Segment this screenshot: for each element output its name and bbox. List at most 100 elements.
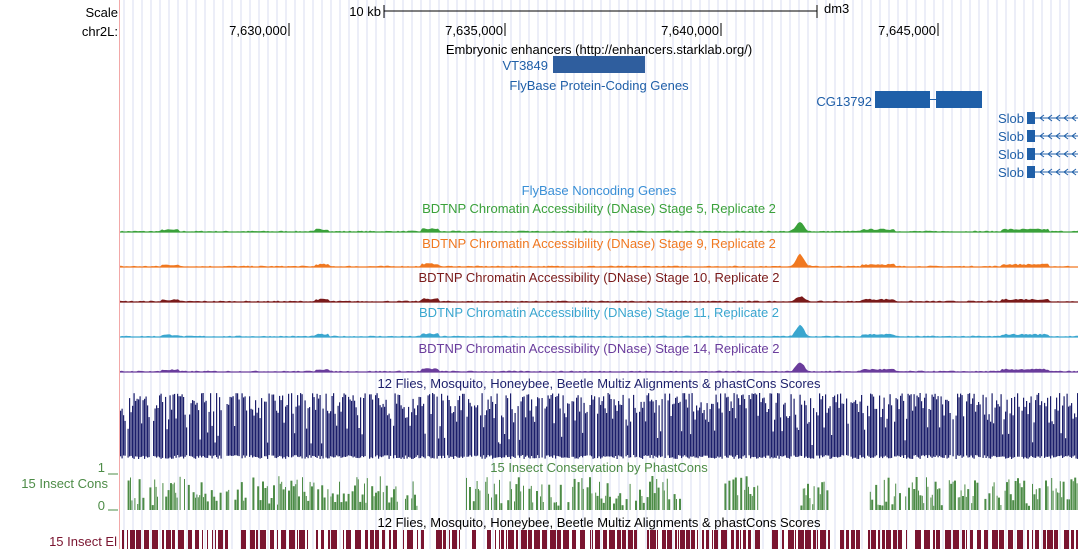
phastcons-bar (296, 479, 298, 510)
multiz-bar (972, 398, 974, 458)
enhancers-track-title[interactable]: Embryonic enhancers (http://enhancers.st… (445, 42, 753, 57)
phastcons-track-title[interactable]: 15 Insect Conservation by PhastCons (490, 460, 708, 475)
multiz-bar (196, 402, 198, 457)
multiz-bar (406, 417, 408, 459)
conserved-element (166, 530, 171, 549)
conserved-element (277, 530, 278, 549)
conserved-element (136, 530, 141, 549)
multiz-bar (205, 400, 207, 458)
phastcons-axis-max: 1 (97, 460, 105, 475)
phastcons-bar (1045, 480, 1047, 510)
gene-label-slob[interactable]: Slob (997, 129, 1024, 144)
phastcons-bar (964, 484, 966, 510)
multiz-bar (1068, 406, 1070, 456)
conserved-element (628, 530, 633, 549)
phastcons-bar (615, 498, 618, 510)
multiz-bar (882, 408, 884, 459)
multiz-bar (577, 395, 579, 459)
dnase-signal-plots[interactable] (120, 0, 1078, 549)
phastcons-side-label[interactable]: 15 Insect Cons (21, 476, 108, 491)
conserved-element (1064, 530, 1069, 549)
multiz-bar (345, 394, 347, 457)
multiz-bar (708, 421, 710, 458)
phastcons-bar (311, 486, 313, 510)
gene-label-cg13792[interactable]: CG13792 (816, 94, 872, 109)
enhancer-feature[interactable] (553, 56, 645, 73)
conserved-elements-plot[interactable] (120, 0, 1078, 549)
gene-cg13792[interactable] (120, 0, 1078, 120)
gene-label-slob[interactable]: Slob (997, 165, 1024, 180)
multiz-bar (331, 396, 333, 457)
multiz-bar (153, 420, 155, 456)
conserved-element (144, 530, 149, 549)
multiz-bar (436, 396, 438, 459)
multiz-bar (393, 425, 395, 459)
conserved-element (355, 530, 361, 549)
phastcons-bar (805, 495, 807, 510)
multiz-conservation-plot[interactable] (120, 0, 1078, 549)
dnase-stage-11-title[interactable]: BDTNP Chromatin Accessibility (DNase) St… (418, 305, 780, 320)
elements-side-label[interactable]: 15 Insect El (49, 534, 117, 549)
phastcons-bar (919, 495, 922, 510)
enhancer-item-label[interactable]: VT3849 (502, 58, 548, 73)
multiz-track-title[interactable]: 12 Flies, Mosquito, Honeybee, Beetle Mul… (377, 376, 821, 391)
conserved-element (712, 530, 713, 549)
multiz-bar (625, 419, 627, 457)
dnase-stage-9-title[interactable]: BDTNP Chromatin Accessibility (DNase) St… (422, 236, 776, 251)
multiz-bar (558, 393, 560, 457)
multiz-bar (874, 408, 876, 457)
conserved-element (382, 530, 385, 549)
phastcons-bar (1019, 483, 1021, 510)
track-label-lane[interactable]: Scale chr2L: 1 15 Insect Cons 0 15 Insec… (0, 0, 119, 549)
multiz-bar (417, 405, 419, 456)
dnase-stage-5-title[interactable]: BDTNP Chromatin Accessibility (DNase) St… (422, 201, 776, 216)
multiz-bar (157, 408, 159, 457)
multiz-bar (754, 393, 756, 457)
conserved-element (297, 530, 298, 549)
conserved-element (1032, 530, 1033, 549)
multiz-bar (753, 394, 755, 458)
strand-arrow (1047, 168, 1053, 176)
track-area[interactable]: 10 kb dm3 7,630,000 7,635,000 7,640,000 … (108, 0, 1078, 549)
multiz-bar (312, 393, 314, 456)
phastcons-bar (361, 494, 364, 510)
phastcons-bar (478, 489, 479, 510)
conserved-element (924, 530, 930, 549)
multiz-bar (427, 395, 429, 457)
phastcons-bar (1076, 483, 1078, 510)
phastcons-bar (802, 488, 804, 510)
multiz-bar (346, 428, 348, 457)
phastcons-bar (817, 487, 820, 510)
multiz-bar (924, 397, 926, 457)
phastcons-bar (149, 487, 152, 510)
slob-gene-models[interactable] (120, 0, 1078, 190)
multiz-bar (885, 427, 887, 456)
multiz-bar (525, 417, 527, 457)
dnase-stage-14-title[interactable]: BDTNP Chromatin Accessibility (DNase) St… (418, 341, 780, 356)
multiz-bar (960, 393, 962, 456)
strand-arrow (1039, 114, 1045, 122)
multiz-bar (721, 412, 723, 459)
multiz-bar (825, 394, 827, 456)
phastcons-bar (908, 487, 910, 510)
conserved-element (421, 530, 424, 549)
multiz-bar (309, 407, 311, 456)
multiz-bar (207, 432, 209, 458)
multiz-bar (390, 418, 392, 456)
gene-label-slob[interactable]: Slob (997, 111, 1024, 126)
phastcons-bar (365, 502, 367, 510)
protein-coding-track-title[interactable]: FlyBase Protein-Coding Genes (509, 78, 689, 93)
phastcons-plot[interactable] (120, 0, 1078, 549)
dnase-stage-10-title[interactable]: BDTNP Chromatin Accessibility (DNase) St… (418, 270, 780, 285)
multiz-bar (691, 393, 693, 457)
phastcons-bar (366, 478, 368, 510)
phastcons-bar (1058, 492, 1060, 510)
gene-label-slob[interactable]: Slob (997, 147, 1024, 162)
noncoding-track-title[interactable]: FlyBase Noncoding Genes (521, 183, 677, 198)
elements-track-title[interactable]: 12 Flies, Mosquito, Honeybee, Beetle Mul… (377, 515, 821, 530)
phastcons-bar (586, 487, 589, 510)
multiz-bar (984, 414, 986, 456)
multiz-bar (156, 405, 158, 458)
phastcons-bar (625, 499, 628, 510)
multiz-bar (231, 397, 233, 456)
